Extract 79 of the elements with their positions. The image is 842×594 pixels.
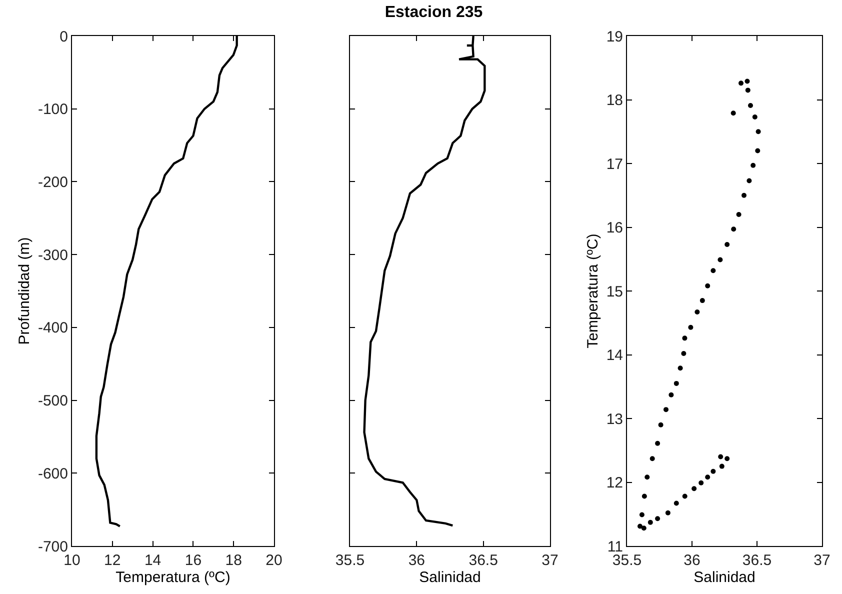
point: [641, 526, 646, 531]
point: [719, 464, 724, 469]
point: [724, 242, 730, 247]
y-tick-label: 17: [606, 156, 623, 173]
y-tick-label: -600: [38, 465, 68, 482]
point: [658, 422, 664, 428]
point: [750, 162, 756, 168]
point: [705, 474, 710, 480]
point: [724, 456, 730, 462]
x-tick-label: 14: [144, 552, 162, 569]
point: [665, 510, 670, 516]
point: [692, 486, 697, 492]
point: [644, 474, 650, 480]
point: [700, 298, 705, 304]
point: [718, 454, 724, 460]
x-tick-label: 20: [266, 552, 282, 569]
point: [648, 520, 653, 525]
x-tick-label: 12: [104, 552, 121, 569]
point: [718, 257, 723, 262]
point: [694, 310, 700, 315]
point: [752, 114, 758, 120]
y-tick-label: 12: [606, 474, 623, 492]
point: [674, 380, 679, 386]
x-axis-title: Salinidad: [419, 569, 481, 586]
y-tick-label: -200: [38, 174, 68, 191]
point: [664, 407, 668, 412]
point: [674, 500, 679, 506]
point: [642, 494, 647, 499]
x-tick-label: 36.5: [742, 552, 772, 569]
y-tick-label: 14: [606, 347, 623, 364]
y-axis-title: Profundidad (m): [16, 237, 34, 345]
point: [682, 494, 688, 499]
point: [744, 78, 750, 84]
y-tick-label: 13: [606, 410, 623, 428]
point: [688, 324, 694, 330]
point: [730, 110, 736, 116]
x-tick-label: 36.5: [468, 552, 498, 569]
point: [738, 80, 744, 86]
point: [736, 212, 742, 217]
point: [748, 102, 753, 108]
x-tick-label: 35.5: [335, 552, 365, 569]
point: [678, 366, 683, 371]
y-tick-label: 16: [606, 220, 623, 236]
point: [682, 336, 688, 341]
x-tick-label: 16: [184, 552, 202, 569]
y-axis-title: Temperatura (ºC): [584, 234, 602, 348]
x-tick-label: 18: [225, 552, 242, 569]
point: [755, 148, 760, 154]
chart-title: Estacion 235: [384, 4, 483, 22]
x-axis-title: Temperatura (ºC): [116, 569, 230, 586]
y-tick-label: 15: [606, 283, 623, 300]
point: [705, 283, 710, 288]
point: [746, 178, 752, 184]
point: [639, 512, 644, 518]
x-axis-title: Salinidad: [694, 569, 756, 586]
point: [650, 456, 655, 462]
y-tick-label: -100: [38, 101, 68, 118]
point: [742, 192, 746, 198]
point: [698, 480, 704, 486]
y-tick-label: 0: [60, 28, 68, 46]
point: [710, 468, 716, 474]
x-tick-label: 36: [408, 552, 426, 569]
point: [668, 392, 674, 398]
point: [745, 88, 750, 93]
point: [655, 440, 660, 446]
point: [655, 516, 660, 522]
point: [756, 129, 761, 134]
y-tick-label: 19: [606, 28, 623, 46]
y-tick-label: 18: [606, 92, 623, 109]
point: [731, 226, 736, 232]
x-tick-label: 37: [814, 552, 830, 569]
point: [710, 268, 716, 274]
y-tick-label: -300: [38, 246, 68, 264]
x-tick-label: 37: [542, 552, 558, 569]
point: [681, 350, 686, 356]
x-tick-label: 36: [684, 552, 700, 569]
y-tick-label: -500: [38, 392, 68, 410]
point: [638, 524, 642, 529]
y-tick-label: -400: [38, 320, 68, 337]
